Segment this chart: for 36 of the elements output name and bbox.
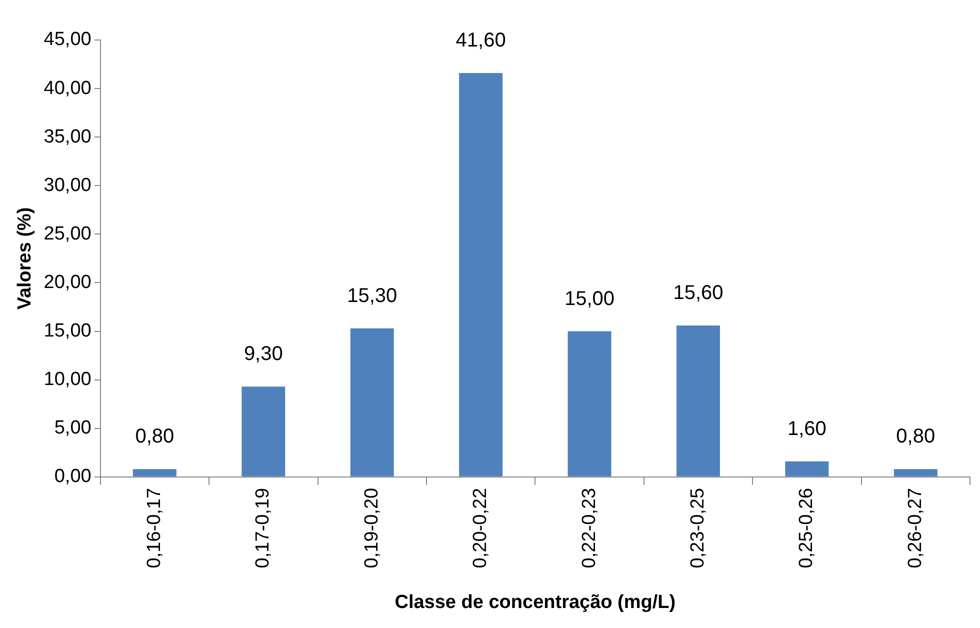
x-tick-label: 0,17-0,19 [252,488,274,568]
data-label: 15,60 [673,282,724,304]
y-tick-label: 15,00 [44,320,92,342]
y-axis-title: Valores (%) [14,207,36,310]
bar [350,328,394,476]
y-tick-label: 25,00 [44,223,92,244]
y-tick-label: 45,00 [44,29,92,50]
data-label: 0,80 [135,426,174,448]
y-tick-label: 10,00 [44,369,92,390]
x-tick-label: 0,20-0,22 [470,488,492,568]
data-label: 41,60 [456,30,506,52]
data-label: 9,30 [244,343,283,366]
x-tick-label: 0,26-0,27 [904,488,926,568]
y-tick-label: 40,00 [44,78,92,99]
bar [242,386,286,476]
x-tick-label: 0,22-0,23 [578,488,600,568]
y-tick-label: 20,00 [44,272,92,293]
x-tick-label: 0,16-0,17 [144,488,165,568]
y-tick-label: 5,00 [54,418,92,439]
y-tick-label: 35,00 [44,126,92,148]
bar [459,73,503,476]
bar [894,469,938,476]
x-tick-label: 0,25-0,26 [796,488,818,568]
bar [785,461,829,476]
x-axis-title: Classe de concentração (mg/L) [394,592,676,613]
x-tick-label: 0,19-0,20 [361,488,382,568]
y-tick-label: 0,00 [54,466,92,488]
bar [568,331,612,476]
data-label: 15,00 [564,288,615,310]
bar [132,469,176,476]
x-tick-label: 0,23-0,25 [687,488,708,568]
data-label: 1,60 [787,418,826,440]
bar [676,325,720,476]
data-label: 15,30 [347,284,398,307]
data-label: 0,80 [896,426,936,448]
y-tick-label: 30,00 [44,174,92,196]
